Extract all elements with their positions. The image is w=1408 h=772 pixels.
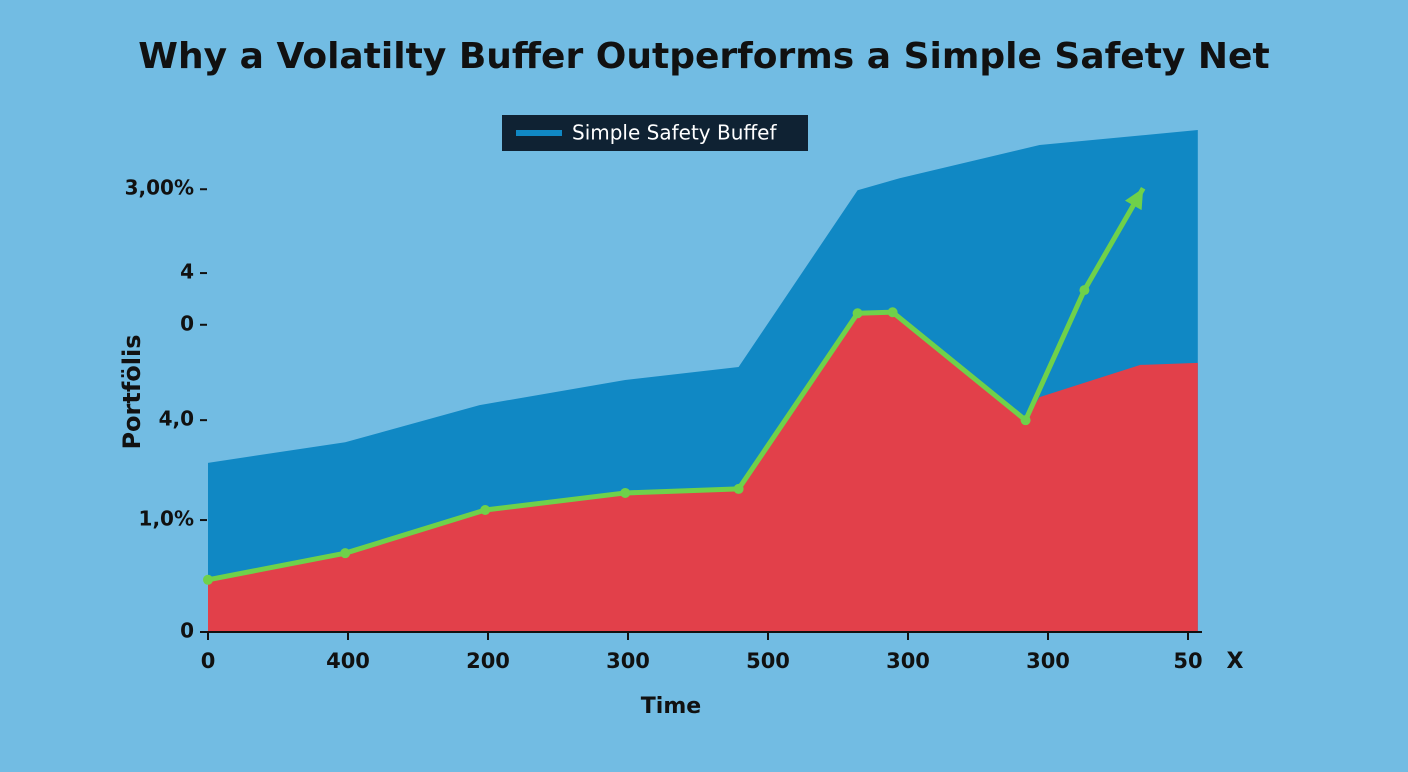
x-axis-end-label: X (1227, 649, 1244, 674)
arrow-head (1125, 188, 1144, 211)
marker (340, 548, 351, 559)
x-tick-label: 500 (746, 649, 790, 673)
x-tick-label: 200 (466, 649, 510, 673)
x-tick-label: 300 (606, 649, 650, 673)
y-tick-label: 1,0% (139, 507, 194, 531)
y-tick-label: 0 (180, 311, 194, 335)
x-tick-label: 300 (1026, 649, 1070, 673)
y-tick-label: 4 (180, 260, 194, 284)
y-tick-label: 3,00% (125, 176, 194, 200)
marker (887, 307, 898, 318)
chart-title: Why a Volatilty Buffer Outperforms a Sim… (138, 36, 1269, 77)
marker (480, 505, 491, 516)
x-axis-label: Time (641, 694, 701, 719)
marker (733, 483, 744, 494)
x-tick-label: 0 (201, 649, 216, 673)
y-tick-label: 0 (180, 619, 194, 643)
marker (203, 574, 213, 585)
line (207, 186, 1146, 583)
y-tick-label: 4,0 (159, 407, 194, 431)
y-axis-label: Portfölis (118, 334, 146, 449)
x-tick-label: 300 (886, 649, 930, 673)
area (208, 312, 1198, 632)
marker (1079, 285, 1090, 296)
x-tick-label: 400 (326, 649, 370, 673)
marker (1020, 415, 1031, 426)
marker (852, 308, 863, 319)
x-tick-label: 50 (1173, 649, 1202, 673)
marker (620, 487, 631, 498)
legend-label: Simple Safety Buffef (572, 121, 777, 145)
